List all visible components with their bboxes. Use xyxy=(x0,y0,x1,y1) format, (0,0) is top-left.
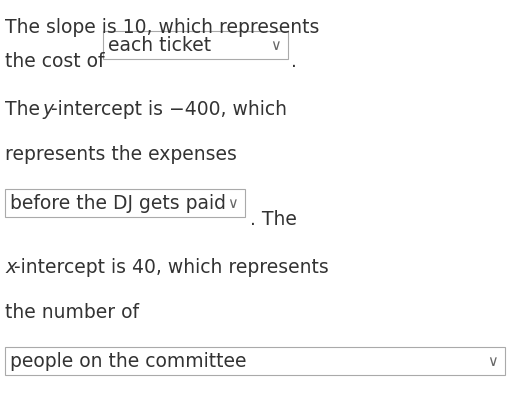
FancyBboxPatch shape xyxy=(103,32,288,60)
Text: The: The xyxy=(5,100,46,119)
Text: represents the expenses: represents the expenses xyxy=(5,145,237,164)
Text: -intercept is −400, which: -intercept is −400, which xyxy=(51,100,287,119)
Text: before the DJ gets paid: before the DJ gets paid xyxy=(10,194,226,213)
Text: x: x xyxy=(5,257,16,276)
FancyBboxPatch shape xyxy=(5,347,505,375)
Text: people on the committee: people on the committee xyxy=(10,351,247,371)
Text: ∨: ∨ xyxy=(487,353,498,369)
Text: ∨: ∨ xyxy=(227,196,238,211)
Text: The slope is 10, which represents: The slope is 10, which represents xyxy=(5,18,319,37)
Text: the cost of: the cost of xyxy=(5,52,111,71)
FancyBboxPatch shape xyxy=(5,189,245,217)
Text: -intercept is 40, which represents: -intercept is 40, which represents xyxy=(14,257,329,276)
Text: each ticket: each ticket xyxy=(108,36,211,55)
Text: y: y xyxy=(42,100,53,119)
Text: ∨: ∨ xyxy=(270,38,281,53)
Text: .: . xyxy=(291,52,297,71)
Text: . The: . The xyxy=(250,209,297,229)
Text: the number of: the number of xyxy=(5,302,139,321)
